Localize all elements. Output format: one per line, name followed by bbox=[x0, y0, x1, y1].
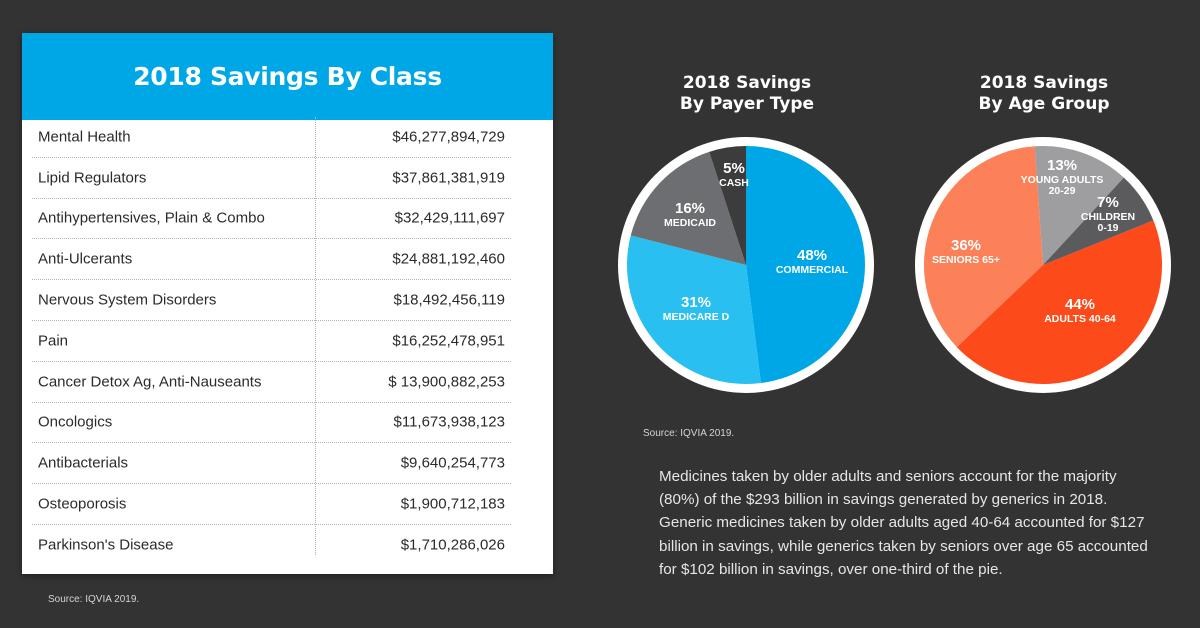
row-label: Mental Health bbox=[38, 128, 131, 146]
row-value: $16,252,478,951 bbox=[392, 332, 505, 350]
table-row: Cancer Detox Ag, Anti-Nauseants $ 13,900,… bbox=[32, 362, 511, 403]
row-label: Nervous System Disorders bbox=[38, 291, 217, 309]
slice-name-label: COMMERCIAL bbox=[776, 264, 849, 276]
row-value: $9,640,254,773 bbox=[400, 454, 505, 472]
payer-title-line2: By Payer Type bbox=[679, 94, 815, 114]
pie-slice-cash bbox=[709, 146, 746, 265]
pie-slice-adults-40-64 bbox=[956, 220, 1162, 385]
age-title-line1: 2018 Savings bbox=[979, 73, 1109, 93]
slice-name-label: SENIORS 65+ bbox=[932, 254, 1000, 266]
table-row: Mental Health $46,277,894,729 bbox=[32, 117, 511, 158]
table-source: Source: IQVIA 2019. bbox=[48, 594, 140, 605]
row-label: Antibacterials bbox=[38, 454, 129, 472]
row-label: Antihypertensives, Plain & Combo bbox=[38, 209, 265, 227]
column-divider bbox=[315, 117, 316, 555]
payer-chart-title: 2018 Savings By Payer Type bbox=[637, 73, 857, 115]
summary-paragraph: Medicines taken by older adults and seni… bbox=[659, 468, 1148, 578]
age-title-line2: By Age Group bbox=[978, 94, 1110, 114]
slice-name-label: CHILDREN bbox=[1081, 211, 1135, 223]
table-row: Parkinson's Disease $1,710,286,026 bbox=[32, 525, 511, 565]
row-value: $18,492,456,119 bbox=[393, 291, 506, 309]
slice-percent-label: 44% bbox=[1065, 296, 1095, 313]
pie-slice-seniors-65- bbox=[924, 146, 1043, 348]
row-label: Oncologics bbox=[38, 413, 113, 431]
table-row: Lipid Regulators $37,861,381,919 bbox=[32, 158, 511, 199]
slice-percent-label: 7% bbox=[1097, 194, 1119, 211]
table-title: 2018 Savings By Class bbox=[22, 33, 553, 120]
row-value: $11,673,938,123 bbox=[393, 413, 506, 431]
slice-subname-label: 0-19 bbox=[1097, 222, 1118, 234]
table-row: Oncologics $11,673,938,123 bbox=[32, 403, 511, 444]
slice-percent-label: 5% bbox=[723, 160, 745, 177]
slice-percent-label: 36% bbox=[951, 237, 981, 254]
row-value: $1,900,712,183 bbox=[400, 495, 505, 513]
row-value: $ 13,900,882,253 bbox=[388, 373, 505, 391]
row-value: $32,429,111,697 bbox=[394, 209, 505, 227]
table-row: Anti-Ulcerants $24,881,192,460 bbox=[32, 239, 511, 281]
slice-percent-label: 16% bbox=[675, 200, 705, 217]
table-row: Antihypertensives, Plain & Combo $32,429,… bbox=[32, 199, 511, 240]
row-value: $37,861,381,919 bbox=[392, 169, 505, 187]
row-label: Anti-Ulcerants bbox=[38, 250, 133, 268]
chart-source: Source: IQVIA 2019. bbox=[643, 428, 735, 439]
row-label: Osteoporosis bbox=[38, 495, 127, 513]
slice-name-label: MEDICAID bbox=[664, 217, 716, 229]
slice-percent-label: 31% bbox=[681, 294, 711, 311]
row-label: Lipid Regulators bbox=[38, 169, 147, 187]
slice-name-label: YOUNG ADULTS bbox=[1021, 174, 1104, 186]
row-value: $46,277,894,729 bbox=[392, 128, 505, 146]
slice-subname-label: 20-29 bbox=[1049, 185, 1076, 197]
row-label: Cancer Detox Ag, Anti-Nauseants bbox=[38, 373, 262, 391]
slice-name-label: MEDICARE D bbox=[663, 311, 730, 323]
pie-slice-medicare-d bbox=[627, 235, 761, 385]
slice-percent-label: 13% bbox=[1047, 157, 1077, 174]
row-value: $1,710,286,026 bbox=[400, 536, 505, 554]
row-label: Parkinson's Disease bbox=[38, 536, 174, 554]
row-label: Pain bbox=[38, 332, 69, 350]
pie-slice-commercial bbox=[746, 146, 866, 384]
table-row: Osteoporosis $1,900,712,183 bbox=[32, 484, 511, 525]
slice-name-label: CASH bbox=[719, 177, 749, 189]
row-value: $24,881,192,460 bbox=[392, 250, 505, 268]
pie-slice-medicaid bbox=[630, 151, 746, 265]
age-chart-title: 2018 Savings By Age Group bbox=[934, 73, 1154, 115]
table-row: Pain $16,252,478,951 bbox=[32, 321, 511, 362]
table-row: Nervous System Disorders $18,492,456,119 bbox=[32, 280, 511, 321]
savings-table: Mental Health $46,277,894,729 Lipid Regul… bbox=[32, 117, 511, 565]
pie-slice-young-adults bbox=[1034, 145, 1124, 265]
slice-percent-label: 48% bbox=[797, 247, 827, 264]
pie-slice-children bbox=[1043, 177, 1154, 265]
slice-name-label: ADULTS 40-64 bbox=[1044, 313, 1116, 325]
table-row: Antibacterials $9,640,254,773 bbox=[32, 443, 511, 485]
payer-title-line1: 2018 Savings bbox=[682, 73, 812, 93]
